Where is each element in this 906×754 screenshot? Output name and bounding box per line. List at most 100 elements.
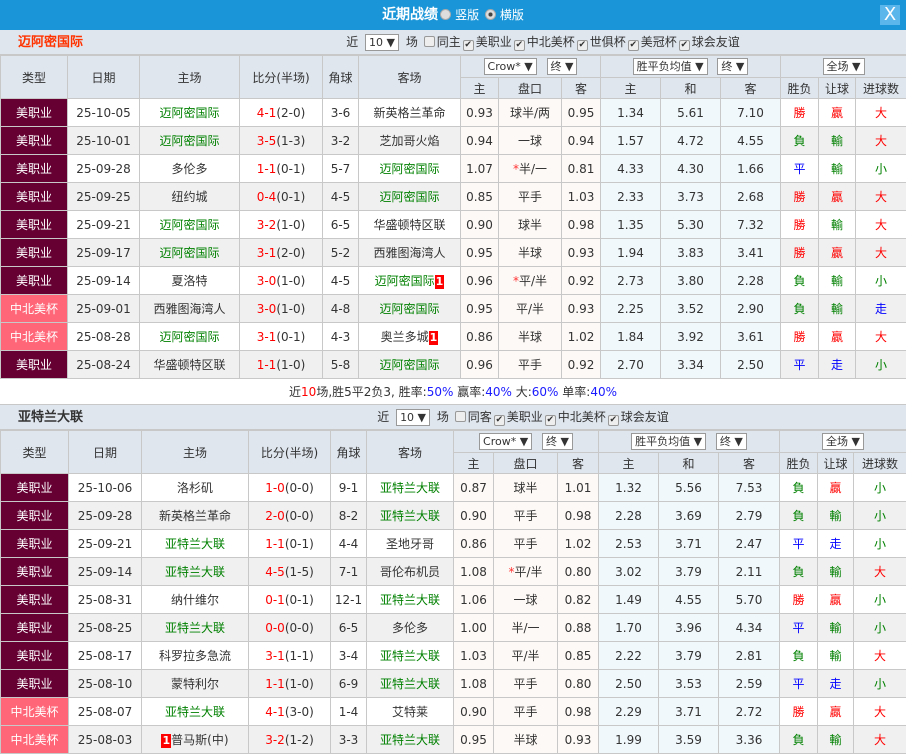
home-team[interactable]: 洛杉矶: [142, 474, 249, 502]
away-team[interactable]: 亚特兰大联: [367, 642, 454, 670]
handicap-line-value: 平手: [513, 705, 537, 719]
score[interactable]: 3-0(1-0): [240, 295, 323, 323]
away-team[interactable]: 圣地牙哥: [367, 530, 454, 558]
score[interactable]: 0-1(0-1): [249, 586, 331, 614]
stage-select[interactable]: 终 ▼: [547, 58, 578, 75]
away-team[interactable]: 迈阿密国际: [359, 155, 461, 183]
stage2-select[interactable]: 终 ▼: [716, 433, 747, 450]
scope-select[interactable]: 全场 ▼: [823, 58, 865, 75]
radio-vertical[interactable]: [440, 9, 451, 20]
home-team[interactable]: 西雅图海湾人: [140, 295, 240, 323]
home-team[interactable]: 亚特兰大联: [142, 558, 249, 586]
away-team[interactable]: 艾特莱: [367, 698, 454, 726]
filter-checkbox[interactable]: ✔: [679, 40, 690, 51]
score[interactable]: 1-1(0-1): [249, 530, 331, 558]
home-team[interactable]: 亚特兰大联: [142, 698, 249, 726]
home-team[interactable]: 迈阿密国际: [140, 127, 240, 155]
close-button[interactable]: X: [880, 5, 900, 25]
score[interactable]: 4-1(2-0): [240, 99, 323, 127]
away-team[interactable]: 哥伦布机员: [367, 558, 454, 586]
home-team[interactable]: 纳什维尔: [142, 586, 249, 614]
away-team[interactable]: 芝加哥火焰: [359, 127, 461, 155]
home-team[interactable]: 1普马斯(中): [142, 726, 249, 754]
away-team[interactable]: 华盛顿特区联: [359, 211, 461, 239]
home-team[interactable]: 多伦多: [140, 155, 240, 183]
home-team[interactable]: 迈阿密国际: [140, 239, 240, 267]
away-team[interactable]: 亚特兰大联: [367, 586, 454, 614]
away-team[interactable]: 亚特兰大联: [367, 670, 454, 698]
europe-home-odds: 1.32: [599, 474, 659, 502]
stage2-select[interactable]: 终 ▼: [717, 58, 748, 75]
score[interactable]: 3-1(0-1): [240, 323, 323, 351]
avg-select[interactable]: 胜平负均值 ▼: [633, 58, 708, 75]
europe-home-odds: 2.53: [599, 530, 659, 558]
score[interactable]: 2-0(0-0): [249, 502, 331, 530]
home-team[interactable]: 纽约城: [140, 183, 240, 211]
away-team[interactable]: 新英格兰革命: [359, 99, 461, 127]
score[interactable]: 1-1(1-0): [249, 670, 331, 698]
result-wl: 負: [780, 474, 818, 502]
match-count-select[interactable]: 10 ▼: [365, 34, 399, 51]
score[interactable]: 4-1(3-0): [249, 698, 331, 726]
company-select[interactable]: Crow* ▼: [484, 58, 537, 75]
score[interactable]: 4-5(1-5): [249, 558, 331, 586]
filter-checkbox[interactable]: ✔: [545, 415, 556, 426]
score[interactable]: 1-0(0-0): [249, 474, 331, 502]
filter-checkbox[interactable]: ✔: [494, 415, 505, 426]
away-team[interactable]: 亚特兰大联: [367, 502, 454, 530]
away-team[interactable]: 多伦多: [367, 614, 454, 642]
away-team[interactable]: 迈阿密国际: [359, 183, 461, 211]
home-team[interactable]: 迈阿密国际: [140, 211, 240, 239]
score[interactable]: 0-4(0-1): [240, 183, 323, 211]
avg-value: 胜平负均值: [635, 435, 690, 448]
away-team[interactable]: 亚特兰大联: [367, 474, 454, 502]
handicap-away-odds: 0.88: [558, 614, 599, 642]
europe-away-odds: 1.66: [721, 155, 781, 183]
score[interactable]: 3-5(1-3): [240, 127, 323, 155]
away-team[interactable]: 迈阿密国际: [359, 295, 461, 323]
away-team[interactable]: 亚特兰大联: [367, 726, 454, 754]
home-team[interactable]: 新英格兰革命: [142, 502, 249, 530]
radio-horizontal[interactable]: [485, 9, 496, 20]
filter-checkbox[interactable]: ✔: [608, 415, 619, 426]
home-team[interactable]: 华盛顿特区联: [140, 351, 240, 379]
home-team[interactable]: 迈阿密国际: [140, 323, 240, 351]
home-team[interactable]: 亚特兰大联: [142, 530, 249, 558]
avg-select[interactable]: 胜平负均值 ▼: [631, 433, 706, 450]
company-select[interactable]: Crow* ▼: [479, 433, 532, 450]
score[interactable]: 3-1(1-1): [249, 642, 331, 670]
home-team[interactable]: 科罗拉多急流: [142, 642, 249, 670]
away-team[interactable]: 迈阿密国际: [359, 351, 461, 379]
home-team[interactable]: 夏洛特: [140, 267, 240, 295]
home-team-name: 迈阿密国际: [159, 330, 219, 344]
match-date: 25-10-01: [68, 127, 140, 155]
score[interactable]: 3-1(2-0): [240, 239, 323, 267]
score[interactable]: 0-0(0-0): [249, 614, 331, 642]
filter-checkbox[interactable]: ✔: [514, 40, 525, 51]
same-venue-checkbox[interactable]: [424, 36, 435, 47]
stage-select[interactable]: 终 ▼: [542, 433, 573, 450]
away-team[interactable]: 西雅图海湾人: [359, 239, 461, 267]
match-count-select[interactable]: 10 ▼: [396, 409, 430, 426]
result-goals: 大: [854, 558, 906, 586]
score[interactable]: 3-2(1-2): [249, 726, 331, 754]
home-team[interactable]: 亚特兰大联: [142, 614, 249, 642]
score[interactable]: 3-2(1-0): [240, 211, 323, 239]
home-team-name: 迈阿密国际: [159, 106, 219, 120]
filter-checkbox[interactable]: ✔: [628, 40, 639, 51]
score[interactable]: 1-1(1-0): [240, 351, 323, 379]
home-team[interactable]: 蒙特利尔: [142, 670, 249, 698]
score[interactable]: 1-1(0-1): [240, 155, 323, 183]
table-row: 美职业 25-09-25 纽约城 0-4(0-1) 4-5 迈阿密国际 0.85…: [1, 183, 906, 211]
away-team[interactable]: 迈阿密国际1: [359, 267, 461, 295]
filter-checkbox[interactable]: ✔: [463, 40, 474, 51]
home-team[interactable]: 迈阿密国际: [140, 99, 240, 127]
win-rate: 50%: [427, 385, 454, 399]
filter-checkbox[interactable]: ✔: [577, 40, 588, 51]
away-team-name: 奥兰多城: [381, 330, 429, 344]
away-team-name: 迈阿密国际: [379, 190, 439, 204]
away-team[interactable]: 奥兰多城1: [359, 323, 461, 351]
same-venue-checkbox[interactable]: [455, 411, 466, 422]
scope-select[interactable]: 全场 ▼: [822, 433, 864, 450]
score[interactable]: 3-0(1-0): [240, 267, 323, 295]
